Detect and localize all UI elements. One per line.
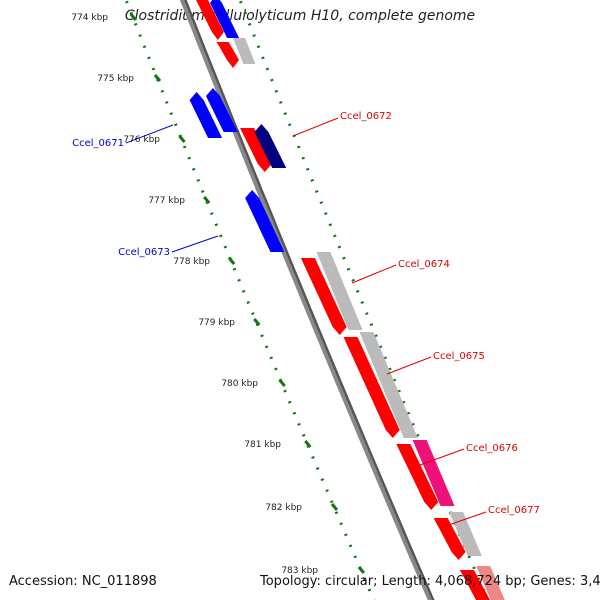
gene-label-ccel-0673[interactable]: Ccel_0673 <box>118 247 170 258</box>
kbp-tick <box>178 135 186 143</box>
genome-summary: Topology: circular; Length: 4,068,724 bp… <box>260 574 600 589</box>
accession-value: NC_011898 <box>81 574 157 589</box>
kbp-tick <box>253 318 261 326</box>
kbp-label: 779 kbp <box>198 318 235 328</box>
gene-arrow[interactable] <box>216 42 239 68</box>
gene-arrow[interactable] <box>210 0 240 38</box>
gene-arrow-ccel-0676[interactable] <box>396 444 439 510</box>
leader-line-ccel-0677 <box>439 511 487 529</box>
kbp-tick <box>357 566 366 574</box>
topology-value: circular <box>324 574 374 589</box>
leader-line-ccel-0672 <box>292 117 339 137</box>
accession-info: Accession: NC_011898 <box>9 574 157 589</box>
kbp-tick <box>304 440 312 448</box>
kbp-label: 774 kbp <box>71 13 108 23</box>
kbp-label: 775 kbp <box>97 74 134 84</box>
genome-backbone <box>179 0 435 600</box>
topology-label: Topology: <box>260 574 321 589</box>
gene-arrow-ccel-0675[interactable] <box>343 337 400 438</box>
feature-bar[interactable] <box>476 566 509 600</box>
gene-label-ccel-0671[interactable]: Ccel_0671 <box>72 138 124 149</box>
kbp-tick <box>129 13 137 21</box>
gene-label-ccel-0675[interactable]: Ccel_0675 <box>433 351 485 362</box>
gene-arrow-ccel-0671[interactable] <box>189 92 223 138</box>
gene-label-ccel-0676[interactable]: Ccel_0676 <box>466 443 518 454</box>
gene-arrow-ccel-0672[interactable] <box>254 124 287 168</box>
leader-line-ccel-0671 <box>125 124 174 144</box>
length-label: Length: <box>381 574 431 589</box>
kbp-tick <box>330 503 339 511</box>
genes-value: 3,477 <box>579 574 600 589</box>
genes-label: Genes: <box>530 574 576 589</box>
gene-label-group: Ccel_0671 Ccel_0672 Ccel_0673 Ccel_0674 Ccel… <box>72 111 540 529</box>
gene-arrow-ccel-0674[interactable] <box>300 258 347 335</box>
kbp-label: 780 kbp <box>221 379 258 389</box>
feature-bar[interactable] <box>449 512 482 556</box>
gene-arrow-ccel-0672[interactable] <box>240 128 272 172</box>
kbp-tick <box>203 196 211 204</box>
kbp-tick <box>227 257 236 265</box>
kbp-label-group: 774 kbp 775 kbp 776 kbp 777 kbp 778 kbp 779 k… <box>71 13 366 576</box>
accession-label: Accession: <box>9 574 78 589</box>
length-value: 4,068,724 bp <box>435 574 522 589</box>
feature-bar[interactable] <box>359 332 418 438</box>
leader-line-ccel-0676 <box>419 448 465 466</box>
gene-arrow-ccel-0677[interactable] <box>433 518 466 560</box>
kbp-tick <box>278 379 286 387</box>
kbp-label: 778 kbp <box>173 257 210 267</box>
kbp-label: 782 kbp <box>265 503 302 513</box>
gene-arrow[interactable] <box>196 0 224 40</box>
leader-line-ccel-0675 <box>386 356 432 375</box>
feature-bar[interactable] <box>412 440 455 506</box>
kbp-label: 783 kbp <box>281 566 318 576</box>
gene-label-ccel-0672[interactable]: Ccel_0672 <box>340 111 392 122</box>
gene-arrow-ccel-0671[interactable] <box>205 88 238 132</box>
kbp-label: 777 kbp <box>148 196 185 206</box>
kbp-label: 781 kbp <box>244 440 281 450</box>
feature-bar[interactable] <box>316 252 363 330</box>
gene-track <box>189 0 509 600</box>
backbone-line <box>179 0 432 600</box>
gene-arrow[interactable] <box>459 570 491 600</box>
gene-label-ccel-0674[interactable]: Ccel_0674 <box>398 259 450 270</box>
feature-bar[interactable] <box>233 38 256 64</box>
leader-line-ccel-0674 <box>351 264 397 284</box>
gene-label-ccel-0677[interactable]: Ccel_0677 <box>488 505 540 516</box>
kbp-label: 776 kbp <box>123 135 160 145</box>
kbp-tick <box>153 74 162 82</box>
leader-line-ccel-0673 <box>171 235 219 253</box>
gene-arrow-ccel-0673[interactable] <box>245 190 285 252</box>
